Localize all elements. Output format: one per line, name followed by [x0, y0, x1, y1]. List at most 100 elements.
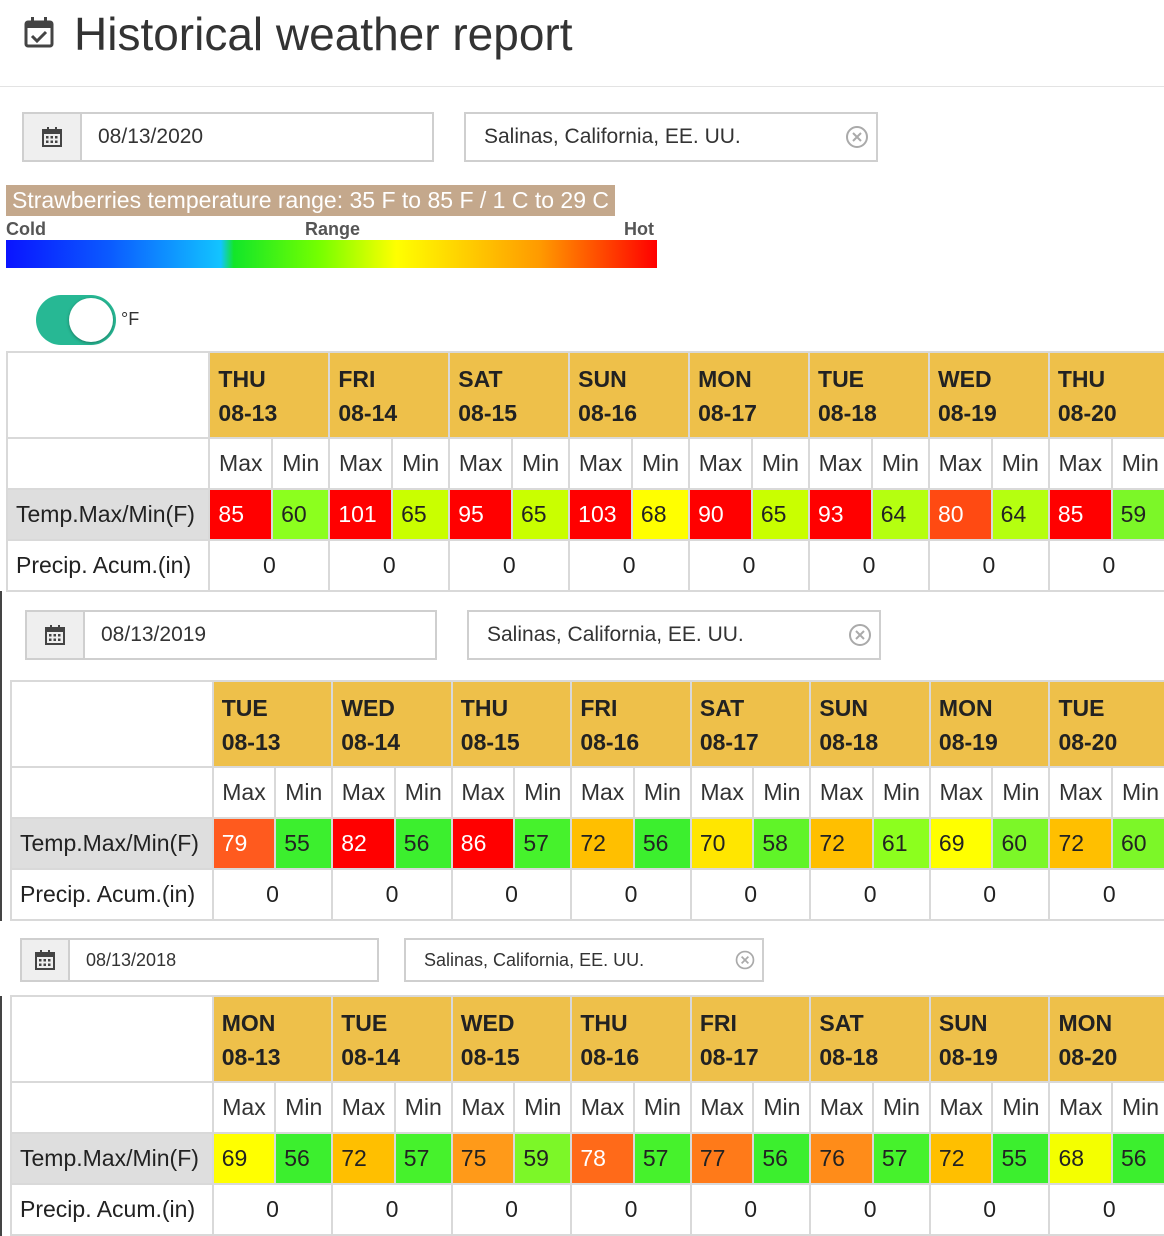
temp-min-cell: 65 [510, 488, 571, 541]
temp-max-cell: 80 [927, 488, 993, 541]
temp-min-cell: 59 [513, 1132, 573, 1185]
location-field[interactable] [404, 938, 764, 982]
legend-cold-label: Cold [6, 219, 46, 239]
max-header: Max [689, 1081, 755, 1134]
toggle-knob[interactable] [69, 298, 113, 342]
location-input[interactable] [469, 612, 847, 658]
min-header: Min [632, 766, 692, 819]
location-field[interactable] [467, 610, 881, 660]
day-of-week: MON [938, 695, 993, 721]
precip-cell: 0 [331, 1183, 453, 1236]
day-header: FRI 08-14 [328, 351, 451, 439]
max-header: Max [448, 437, 513, 490]
max-header: Max [809, 766, 874, 819]
day-date: 08-13 [221, 729, 281, 755]
day-of-week: THU [1057, 366, 1106, 392]
temp-max-cell: 72 [331, 1132, 396, 1185]
precip-cell: 0 [1047, 539, 1164, 592]
min-header: Min [1110, 437, 1164, 490]
day-date: 08-16 [580, 729, 640, 755]
max-header: Max [689, 766, 755, 819]
day-date: 08-13 [221, 1044, 281, 1070]
calendar-check-icon [24, 17, 54, 48]
date-picker[interactable] [25, 610, 437, 660]
temp-max-cell: 86 [450, 817, 516, 870]
precip-cell: 0 [928, 1183, 1051, 1236]
location-input[interactable] [406, 940, 734, 980]
clear-icon[interactable] [844, 124, 870, 150]
day-of-week: THU [218, 366, 266, 392]
temp-max-cell: 95 [448, 488, 513, 541]
day-header: MON 08-13 [211, 995, 334, 1083]
day-date: 08-20 [1057, 400, 1117, 426]
day-of-week: WED [937, 366, 992, 392]
day-of-week: FRI [699, 1010, 737, 1036]
day-date: 08-14 [338, 400, 398, 426]
temp-max-cell: 72 [570, 817, 635, 870]
date-picker[interactable] [20, 938, 379, 982]
max-header: Max [568, 437, 633, 490]
unit-toggle[interactable] [36, 295, 116, 345]
temp-max-cell: 90 [688, 488, 753, 541]
date-picker-button[interactable] [24, 114, 82, 160]
date-input[interactable] [85, 612, 435, 658]
date-picker-button[interactable] [22, 940, 70, 980]
day-of-week: TUE [818, 366, 865, 392]
temp-max-cell: 72 [928, 1132, 994, 1185]
calendar-icon [42, 127, 62, 147]
precip-cell: 0 [211, 1183, 334, 1236]
max-header: Max [328, 437, 394, 490]
temp-min-cell: 64 [990, 488, 1050, 541]
day-date: 08-19 [938, 729, 998, 755]
day-header: THU 08-20 [1047, 351, 1164, 439]
max-header: Max [570, 1081, 635, 1134]
day-of-week: TUE [1058, 695, 1105, 721]
min-header: Min [632, 1081, 692, 1134]
location-input[interactable] [466, 114, 844, 160]
min-header: Min [752, 766, 812, 819]
max-header: Max [688, 437, 753, 490]
min-header: Min [513, 1081, 573, 1134]
precip-cell: 0 [689, 1183, 812, 1236]
precip-cell: 0 [570, 868, 692, 921]
page-title: Historical weather report [74, 8, 573, 60]
subheader-corner [10, 1081, 214, 1134]
precip-cell: 0 [448, 539, 571, 592]
location-field[interactable] [464, 112, 878, 162]
clear-icon[interactable] [847, 622, 873, 648]
temp-min-cell: 61 [871, 817, 931, 870]
date-input[interactable] [82, 114, 432, 160]
precip-cell: 0 [688, 539, 811, 592]
unit-label: °F [121, 309, 140, 329]
max-header: Max [1048, 766, 1113, 819]
day-of-week: SUN [578, 366, 627, 392]
min-header: Min [630, 437, 691, 490]
day-header: FRI 08-17 [689, 995, 812, 1083]
legend-range-label: Range [305, 219, 361, 239]
precip-cell: 0 [568, 539, 691, 592]
subheader-corner [5, 437, 211, 490]
temp-min-cell: 58 [752, 817, 812, 870]
temp-max-cell: 77 [689, 1132, 755, 1185]
calendar-icon [45, 625, 65, 645]
temp-min-cell: 60 [991, 817, 1051, 870]
day-of-week: FRI [580, 695, 618, 721]
date-input[interactable] [70, 940, 377, 980]
day-header: WED 08-14 [331, 680, 453, 768]
day-date: 08-15 [460, 1044, 520, 1070]
day-date: 08-16 [578, 400, 637, 426]
temp-max-cell: 76 [809, 1132, 874, 1185]
day-of-week: WED [460, 1010, 515, 1036]
clear-icon[interactable] [734, 949, 756, 971]
date-picker-button[interactable] [27, 612, 85, 658]
temp-min-cell: 57 [513, 817, 573, 870]
legend-hot-label: Hot [624, 219, 654, 239]
temp-min-cell: 59 [1110, 488, 1164, 541]
max-header: Max [211, 1081, 277, 1134]
min-header: Min [991, 766, 1051, 819]
date-picker[interactable] [22, 112, 434, 162]
temperature-color-scale [6, 240, 657, 268]
temp-max-cell: 75 [450, 1132, 516, 1185]
temp-max-cell: 85 [208, 488, 274, 541]
precip-cell: 0 [689, 868, 812, 921]
